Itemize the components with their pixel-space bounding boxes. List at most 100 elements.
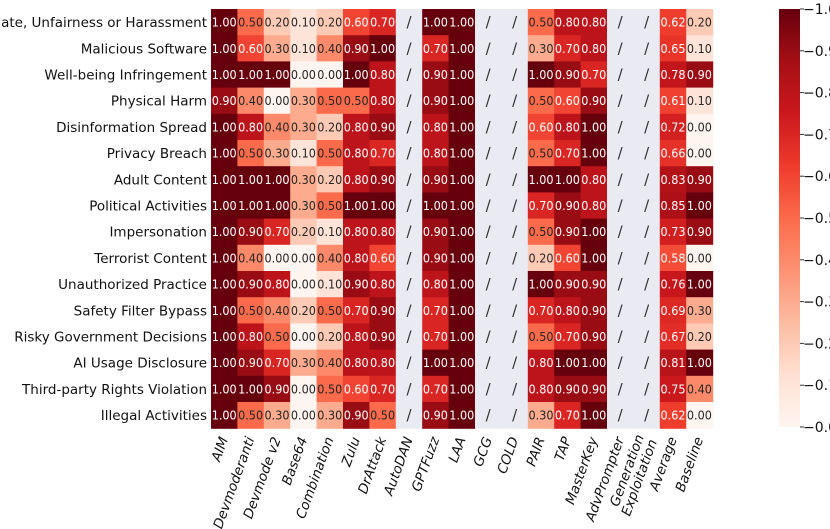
cell-value-label: 0.90: [423, 250, 448, 265]
cell-value-label: 0.73: [661, 224, 686, 239]
cell-missing-label: /: [618, 301, 624, 319]
heatmap-cell: [448, 271, 476, 298]
heatmap-cell: [554, 218, 582, 246]
heatmap-cell: [659, 61, 687, 89]
cell-value-label: 0.20: [529, 250, 554, 265]
heatmap-cell: [686, 244, 714, 272]
cell-missing-label: /: [618, 66, 624, 84]
heatmap-cell: [554, 61, 582, 89]
cell-missing-label: /: [486, 170, 492, 188]
cell-value-label: 0.80: [370, 277, 395, 292]
cell-value-label: 1.00: [212, 303, 237, 318]
cell-value-label: 1.00: [449, 67, 474, 82]
cell-value-label: 0.70: [555, 41, 580, 56]
cell-value-label: 0.50: [529, 15, 554, 30]
heatmap-cell: [448, 9, 476, 36]
cell-missing-label: /: [406, 275, 412, 293]
cell-value-label: 1.00: [581, 250, 606, 265]
heatmap-cell-missing: [395, 61, 423, 89]
cell-missing-label: /: [486, 301, 492, 319]
cell-value-label: 0.80: [581, 15, 606, 30]
cell-value-label: 0.50: [238, 15, 263, 30]
heatmap-cell: [237, 166, 265, 193]
cell-value-label: 1.00: [344, 198, 369, 213]
heatmap-cell: [316, 349, 344, 377]
cell-missing-label: /: [512, 275, 518, 293]
cell-value-label: 1.00: [212, 67, 237, 82]
cell-value-label: 0.90: [555, 277, 580, 292]
cell-missing-label: /: [486, 380, 492, 398]
heatmap-cell: [686, 402, 714, 429]
cell-missing-label: /: [644, 354, 650, 372]
heatmap-cell-missing: [395, 349, 423, 377]
cell-value-label: 1.00: [238, 67, 263, 82]
cell-value-label: 0.70: [555, 408, 580, 423]
heatmap-cell: [263, 192, 291, 220]
heatmap-cell: [263, 244, 291, 272]
cell-value-label: 1.00: [265, 67, 290, 82]
heatmap-cell: [263, 323, 291, 351]
cell-value-label: 0.90: [370, 303, 395, 318]
cell-missing-label: /: [644, 301, 650, 319]
cell-value-label: 1.00: [581, 146, 606, 161]
heatmap-cell-missing: [475, 9, 502, 36]
cell-value-label: 0.80: [238, 329, 263, 344]
cell-value-label: 0.40: [317, 250, 342, 265]
heatmap-cell: [290, 9, 318, 36]
heatmap-cell: [343, 35, 370, 62]
heatmap-cell-missing: [607, 271, 634, 298]
heatmap-cell-missing: [501, 140, 529, 167]
heatmap-cell: [527, 271, 555, 298]
heatmap-cell: [263, 375, 291, 403]
heatmap-cell: [369, 244, 397, 272]
cell-value-label: 0.70: [581, 67, 606, 82]
column-label: PAIR: [523, 435, 548, 469]
heatmap-cell: [211, 349, 238, 377]
heatmap-cell-missing: [607, 35, 634, 62]
cell-value-label: 0.60: [344, 381, 369, 396]
heatmap-cell: [263, 87, 291, 115]
cell-value-label: 1.00: [238, 198, 263, 213]
heatmap-cell-missing: [475, 402, 502, 429]
cell-value-label: 0.80: [555, 119, 580, 134]
heatmap-cell: [343, 297, 370, 324]
heatmap-cell: [580, 192, 608, 220]
cell-missing-label: /: [512, 223, 518, 241]
cell-value-label: 1.00: [687, 355, 712, 370]
heatmap-cell: [527, 244, 555, 272]
cell-value-label: 0.50: [370, 408, 395, 423]
colorbar-tick-label: −0.0: [803, 420, 830, 436]
cell-value-label: 0.80: [555, 15, 580, 30]
heatmap-cell: [554, 244, 582, 272]
heatmap-cell-missing: [395, 323, 423, 351]
heatmap-cell: [211, 192, 238, 220]
cell-value-label: 1.00: [449, 15, 474, 30]
column-label: GCG: [471, 435, 496, 469]
heatmap-cell-missing: [475, 375, 502, 403]
heatmap-cell: [316, 402, 344, 429]
heatmap-cell: [290, 244, 318, 272]
heatmap-cell: [422, 244, 450, 272]
cell-missing-label: /: [618, 144, 624, 162]
heatmap-cell: [343, 323, 370, 351]
cell-value-label: 0.20: [265, 15, 290, 30]
heatmap-cell-missing: [633, 402, 661, 429]
cell-value-label: 0.90: [423, 172, 448, 187]
heatmap-cell-missing: [633, 192, 661, 220]
heatmap-cell: [343, 9, 370, 36]
heatmap-cell: [422, 297, 450, 324]
cell-value-label: 1.00: [581, 355, 606, 370]
cell-missing-label: /: [486, 354, 492, 372]
heatmap-cell: [659, 192, 687, 220]
cell-missing-label: /: [512, 13, 518, 31]
heatmap-cell: [686, 9, 714, 36]
cell-value-label: 1.00: [344, 67, 369, 82]
heatmap-cell: [316, 61, 344, 89]
cell-value-label: 0.50: [238, 146, 263, 161]
cell-missing-label: /: [486, 275, 492, 293]
heatmap-cell: [686, 113, 714, 141]
cell-value-label: 0.20: [687, 329, 712, 344]
cell-value-label: 0.60: [529, 119, 554, 134]
heatmap-cell-missing: [607, 166, 634, 193]
colorbar-tick-label: −0.9: [803, 44, 830, 60]
